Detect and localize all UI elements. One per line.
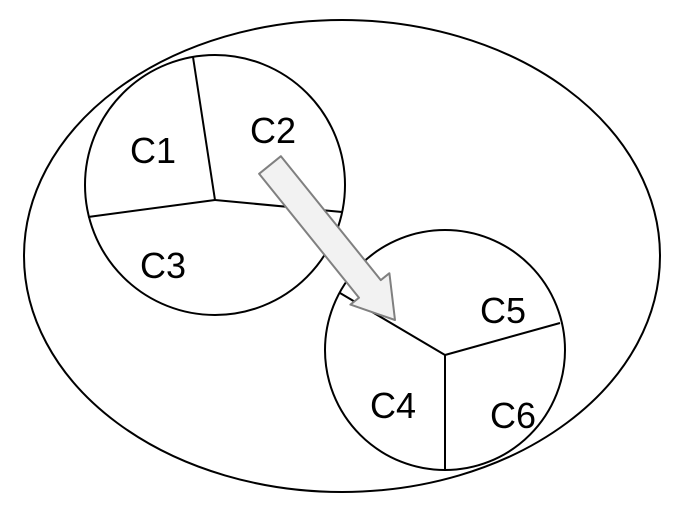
diagram-container: C1 C2 C3 C4 C5 C6 — [0, 0, 685, 513]
segment-label-c5: C5 — [480, 290, 526, 332]
segment-label-c4: C4 — [370, 385, 416, 427]
segment-label-c3: C3 — [140, 245, 186, 287]
segment-label-c2: C2 — [250, 110, 296, 152]
segment-label-c1: C1 — [130, 130, 176, 172]
group-circle-1 — [85, 55, 345, 315]
diagram-svg — [0, 0, 685, 513]
segment-label-c6: C6 — [490, 395, 536, 437]
